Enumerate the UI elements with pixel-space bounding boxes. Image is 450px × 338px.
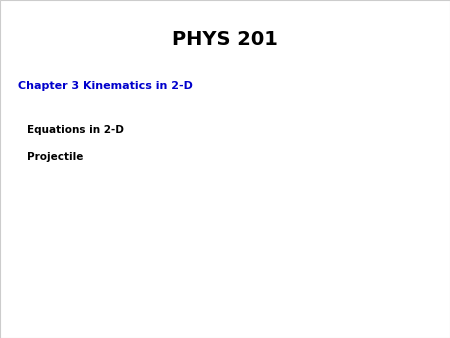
Text: Equations in 2-D: Equations in 2-D — [27, 125, 124, 135]
Text: PHYS 201: PHYS 201 — [172, 30, 278, 49]
Text: Chapter 3 Kinematics in 2-D: Chapter 3 Kinematics in 2-D — [18, 81, 193, 91]
Text: Projectile: Projectile — [27, 152, 83, 162]
